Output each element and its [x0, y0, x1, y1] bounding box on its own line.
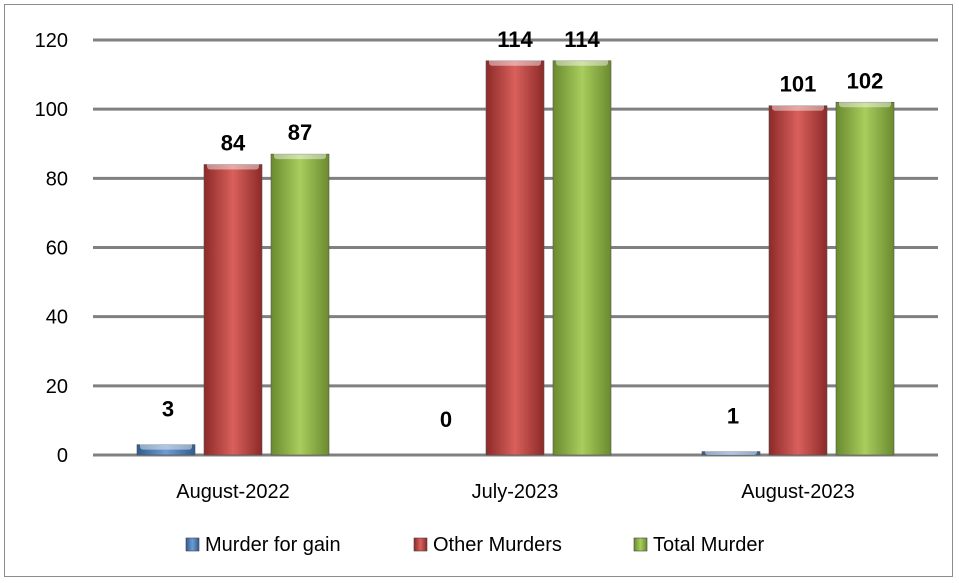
y-tick-label: 60: [46, 238, 68, 260]
bars: [136, 57, 895, 456]
data-label: 1: [727, 404, 739, 429]
legend-label: Murder for gain: [205, 534, 341, 556]
legend: Murder for gain Other Murders Total Murder: [185, 534, 764, 556]
bar: [136, 444, 196, 456]
data-label: 114: [564, 27, 600, 52]
x-tick-label: August-2022: [176, 481, 289, 503]
bar: [203, 164, 263, 456]
data-label: 0: [440, 407, 452, 432]
legend-label: Other Murders: [433, 534, 562, 556]
bar: [835, 101, 895, 456]
y-tick-label: 100: [35, 99, 68, 121]
y-tick-label: 80: [46, 168, 68, 190]
data-label: 3: [162, 397, 174, 422]
x-tick-label: August-2023: [741, 481, 854, 503]
bar-cap: [556, 57, 608, 66]
legend-swatch: [185, 537, 200, 552]
legend-swatch: [633, 537, 648, 552]
y-tick-label: 0: [57, 445, 68, 467]
bar: [768, 105, 828, 456]
bar-cap: [140, 441, 192, 450]
data-label: 102: [847, 68, 884, 93]
y-tick-label: 120: [35, 30, 68, 52]
y-axis-ticks: 0 20 40 60 80 100 120: [35, 30, 68, 467]
data-label: 84: [221, 131, 246, 156]
data-labels: 3 84 87 0 114 114 1 101 102: [162, 27, 883, 432]
legend-label: Total Murder: [653, 534, 764, 556]
y-tick-label: 20: [46, 376, 68, 398]
bar-cap: [705, 448, 757, 455]
bar-cap: [772, 102, 824, 111]
bar: [552, 60, 612, 456]
data-label: 101: [780, 72, 817, 97]
x-tick-label: July-2023: [472, 481, 559, 503]
bar-cap: [489, 57, 541, 66]
data-label: 87: [288, 120, 312, 145]
bar: [485, 60, 545, 456]
data-label: 114: [497, 27, 533, 52]
bar-cap: [274, 151, 326, 160]
legend-swatch: [413, 537, 428, 552]
bar: [701, 451, 761, 456]
x-axis-ticks: August-2022 July-2023 August-2023: [176, 481, 854, 503]
bar: [270, 153, 330, 456]
bar-cap: [839, 99, 891, 108]
y-tick-label: 40: [46, 307, 68, 329]
bar-cap: [207, 161, 259, 170]
